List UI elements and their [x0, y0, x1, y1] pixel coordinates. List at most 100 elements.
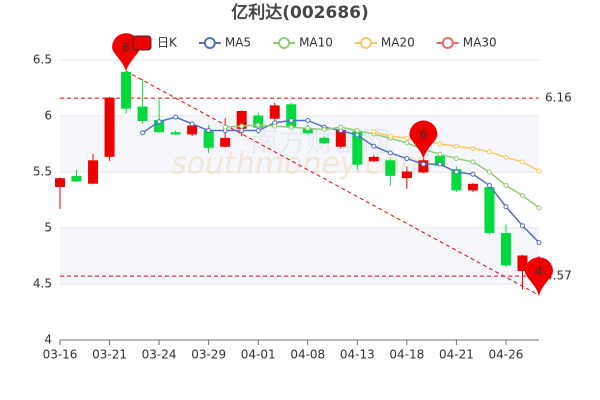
ma-point: [470, 171, 476, 177]
ma-point: [173, 114, 179, 120]
ma-point: [222, 124, 228, 130]
ma-point: [272, 123, 278, 129]
ma-point: [239, 123, 245, 129]
ma-point: [354, 132, 360, 138]
x-tick-label: 04-08: [290, 348, 325, 362]
candle-body: [203, 130, 214, 148]
ma-point: [140, 130, 146, 136]
candle-body: [104, 97, 115, 157]
ma-point: [305, 125, 311, 131]
ma-point: [404, 156, 410, 162]
candle-body: [484, 187, 495, 233]
x-tick-label: 03-24: [142, 348, 177, 362]
y-tick-label: 5.5: [33, 165, 52, 179]
ma-point: [338, 124, 344, 130]
split-area: [60, 228, 539, 284]
ma-point: [371, 143, 377, 149]
x-tick-label: 04-21: [439, 348, 474, 362]
ma-point: [255, 122, 261, 128]
mark-pin-label: 4: [535, 265, 543, 279]
x-tick-label: 04-01: [241, 348, 276, 362]
ma-point: [470, 145, 476, 151]
candle-body: [121, 71, 132, 109]
ma-point: [206, 128, 212, 134]
trend-line: [125, 70, 540, 296]
ma-point: [437, 151, 443, 157]
ma-point: [536, 205, 542, 211]
ma-point: [437, 161, 443, 167]
legend-label: MA30: [463, 36, 497, 50]
ma-point: [354, 128, 360, 134]
y-tick-label: 6.5: [33, 53, 52, 67]
ma-point: [503, 182, 509, 188]
ma-point: [156, 119, 162, 125]
ma-point: [503, 154, 509, 160]
ma-point: [536, 240, 542, 246]
ma-point: [288, 117, 294, 123]
ma-point: [486, 149, 492, 155]
ma-point: [453, 169, 459, 175]
legend-icon: [359, 37, 372, 49]
x-tick-label: 03-21: [92, 348, 127, 362]
candle-body: [137, 106, 148, 121]
legend-icon: [203, 37, 216, 49]
candle-body: [220, 137, 231, 147]
candle-body: [71, 175, 82, 182]
y-tick-label: 4.5: [33, 277, 52, 291]
mark-pin: [525, 257, 553, 296]
y-tick-label: 4: [44, 333, 52, 347]
ma-point: [189, 121, 195, 127]
legend-icon: [132, 35, 152, 51]
legend-label: MA5: [225, 36, 251, 50]
ma-point: [239, 128, 245, 134]
candle-body: [170, 132, 181, 135]
legend-icon: [278, 37, 291, 49]
mark-pin-label: 6: [122, 41, 130, 55]
y-tick-label: 6: [44, 109, 52, 123]
candle-body: [88, 160, 99, 184]
candle-body: [286, 104, 297, 128]
ma-point: [387, 150, 393, 156]
candle-body: [467, 183, 478, 191]
legend-icon: [441, 37, 454, 49]
candle-body: [401, 171, 412, 179]
ma-point: [453, 156, 459, 162]
ma-point: [321, 126, 327, 132]
ma-point: [404, 140, 410, 146]
ma-point: [371, 129, 377, 135]
x-tick-label: 04-26: [489, 348, 524, 362]
candle-body: [368, 156, 379, 162]
x-tick-label: 03-16: [43, 348, 78, 362]
ma-point: [255, 128, 261, 134]
ma-point: [503, 204, 509, 210]
ma-point: [288, 124, 294, 130]
legend-label: 日K: [157, 36, 178, 50]
ma-point: [387, 133, 393, 139]
split-area: [60, 116, 539, 172]
x-tick-label: 04-13: [340, 348, 375, 362]
ma-point: [536, 168, 542, 174]
ma-point: [453, 143, 459, 149]
candle-body: [55, 178, 65, 188]
ma-point: [486, 182, 492, 188]
candle-body: [319, 137, 330, 144]
y-tick-label: 5: [44, 221, 52, 235]
chart-title: 亿利达(002686): [231, 2, 369, 23]
x-tick-label: 03-29: [191, 348, 226, 362]
ma-line: [225, 124, 540, 209]
ma-point: [519, 193, 525, 199]
mark-pin-label: 6: [420, 128, 428, 142]
x-tick-label: 04-18: [389, 348, 424, 362]
ma-point: [519, 223, 525, 229]
legend-label: MA10: [299, 36, 333, 50]
ma-point: [437, 141, 443, 147]
ma-point: [404, 135, 410, 141]
ma-point: [420, 161, 426, 167]
candle-body: [517, 255, 528, 272]
candle-body: [269, 105, 280, 119]
candle-body: [500, 233, 511, 266]
ma-point: [519, 159, 525, 165]
candle-body: [187, 125, 198, 135]
candle-body: [385, 160, 396, 176]
